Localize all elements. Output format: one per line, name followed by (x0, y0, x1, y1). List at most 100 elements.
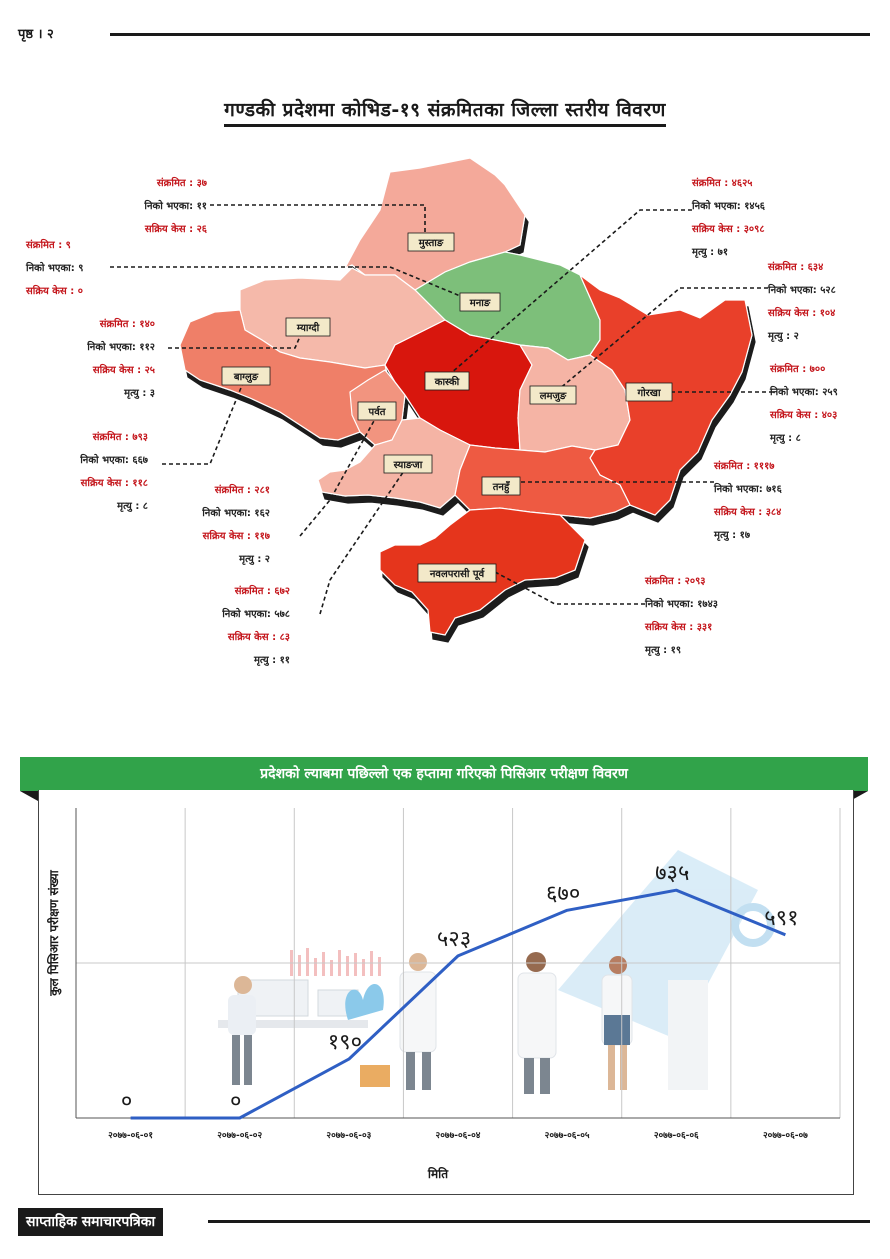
label-lamjung: लमजुङ (529, 385, 577, 405)
stat-line: मृत्यु : ७१ (692, 247, 729, 258)
illustration-person-1 (228, 976, 256, 1085)
stat-line: सक्रिय केस : ३३१ (645, 622, 713, 633)
stat-line: संक्रमित : ९ (26, 240, 71, 251)
illustration-bars (290, 948, 381, 976)
stat-line: संक्रमित : २०९३ (645, 576, 706, 587)
stat-line: निको भएका: २५९ (770, 387, 838, 398)
illustration-person-3 (517, 952, 557, 1094)
stat-line: संक्रमित : २८१ (214, 485, 270, 496)
illustration-plant (345, 983, 390, 1087)
stat-line: मृत्यु : १७ (714, 530, 751, 541)
stat-line: संक्रमित : १११७ (714, 461, 775, 472)
stat-line: निको भएका: ६६७ (80, 455, 148, 466)
series-line (130, 888, 786, 1120)
x-tick-label: २०७७-०६-०१ (108, 1131, 153, 1141)
label-text-nawalparasi: नवलपरासी पूर्व (429, 567, 485, 581)
stat-line: निको भएका: १७४३ (645, 599, 719, 610)
stat-line: निको भएका: ७१६ (714, 484, 782, 495)
x-tick-label: २०७७-०६-०७ (763, 1131, 808, 1141)
illustration-desk (218, 1020, 368, 1028)
stat-line: सक्रिय केस : २५ (92, 365, 155, 376)
leader-mustang (210, 204, 426, 240)
district-labels: मुस्ताङ मनाङ म्याग्दी बाग्लुङ पर्वत कास्… (221, 232, 673, 583)
data-label: ० (121, 1089, 132, 1114)
data-label: ६७० (546, 881, 580, 906)
x-tick-labels: २०७७-०६-०१ २०७७-०६-०२ २०७७-०६-०३ २०७७-०६-०४… (108, 1131, 808, 1141)
stat-line: निको भएका: ११ (144, 201, 207, 212)
stats-nawalparasi: संक्रमित : २०९३ निको भएका: १७४३ सक्रिय केस… (645, 570, 775, 662)
stat-line: सक्रिय केस : ८३ (227, 632, 290, 643)
stats-gorkha: संक्रमित : ७०० निको भएका: २५९ सक्रिय केस … (770, 358, 885, 450)
stat-line: संक्रमित : ६३४ (768, 262, 824, 273)
label-myagdi: म्याग्दी (285, 317, 331, 337)
label-text-myagdi: म्याग्दी (296, 321, 320, 334)
stat-line: मृत्यु : ८ (117, 501, 148, 512)
leader-kaski (442, 209, 692, 381)
stat-line: सक्रिय केस : ३८४ (714, 507, 782, 518)
stat-line: निको भएका: ५७८ (222, 609, 290, 620)
district-map: मुस्ताङ मनाङ म्याग्दी बाग्लुङ पर्वत कास्… (110, 157, 773, 636)
page-header: पृष्ठ । २ (18, 22, 870, 46)
data-label: ७३५ (655, 861, 689, 886)
stat-line: निको भएका: १४५६ (692, 201, 766, 212)
stat-line: मृत्यु : १९ (645, 645, 682, 656)
label-manang: मनाङ (459, 292, 501, 312)
page-number: पृष्ठ । २ (18, 27, 54, 42)
stat-line: संक्रमित : १४० (99, 319, 155, 330)
y-axis-label: कुल पिसिआर परीक्षण संख्या (47, 869, 62, 996)
x-tick-label: २०७७-०६-०४ (436, 1131, 481, 1141)
stat-line: निको भएका: ९ (26, 263, 84, 274)
chart-title: प्रदेशको ल्याबमा पछिल्लो एक हप्तामा गरिए… (20, 757, 868, 791)
data-label: १९० (328, 1030, 362, 1055)
label-text-manang: मनाङ (469, 298, 491, 309)
stat-line: मृत्यु : ११ (253, 655, 290, 666)
illustration-person-2 (399, 953, 437, 1090)
leader-lines (110, 204, 773, 615)
stats-lamjung: संक्रमित : ६३४ निको भएका: ५२८ सक्रिय केस :… (768, 256, 883, 348)
label-syangja: स्याङजा (383, 454, 433, 474)
footer-rule (208, 1220, 870, 1223)
label-parbat: पर्वत (357, 401, 397, 421)
x-tick-label: २०७७-०६-०६ (654, 1131, 699, 1141)
label-text-mustang: मुस्ताङ (418, 238, 444, 249)
label-text-parbat: पर्वत (368, 405, 387, 418)
banner-fold-right (850, 791, 868, 801)
stats-kaski: संक्रमित : ४६२५ निको भएका: १४५६ सक्रिय केस… (692, 172, 832, 264)
chart-grid (75, 808, 841, 1118)
label-text-kaski: कास्की (434, 375, 460, 388)
stat-line: संक्रमित : ६७२ (234, 586, 290, 597)
stat-line: मृत्यु : २ (239, 554, 270, 565)
label-text-tanahun: तनहुँ (492, 480, 511, 494)
stats-parbat: संक्रमित : २८१ निको भएका: १६२ सक्रिय केस :… (152, 479, 270, 571)
chart-frame (38, 790, 854, 1195)
map-title-wrap: गण्डकी प्रदेशमा कोभिड-१९ संक्रमितका जिल्… (0, 96, 890, 127)
data-label: ५९१ (764, 906, 798, 931)
label-kaski: कास्की (424, 371, 470, 391)
x-axis-label: मिति (427, 1167, 449, 1181)
publication-name: साप्ताहिक समाचारपत्रिका (18, 1208, 164, 1236)
stats-tanahun: संक्रमित : १११७ निको भएका: ७१६ सक्रिय केस … (714, 455, 834, 547)
stat-line: सक्रिय केस : ११७ (202, 531, 270, 542)
stat-line: निको भएका: ५२८ (768, 285, 836, 296)
illustration-cabinet (668, 980, 708, 1090)
stat-line: मृत्यु : ३ (124, 388, 155, 399)
stat-line: निको भएका: ११२ (87, 342, 155, 353)
stat-line: सक्रिय केस : २६ (144, 224, 207, 235)
stat-line: सक्रिय केस : ४०३ (770, 410, 838, 421)
stat-line: मृत्यु : २ (768, 331, 799, 342)
stat-line: सक्रिय केस : ० (26, 286, 83, 297)
stats-myagdi: संक्रमित : १४० निको भएका: ११२ सक्रिय केस :… (40, 313, 155, 405)
stats-syangja: संक्रमित : ६७२ निको भएका: ५७८ सक्रिय केस :… (172, 580, 290, 672)
data-label: ० (230, 1089, 241, 1114)
stats-baglung: संक्रमित : ७९३ निको भएका: ६६७ सक्रिय केस :… (30, 426, 148, 518)
stats-manang: संक्रमित : ९ निको भएका: ९ सक्रिय केस : ० (26, 234, 126, 303)
label-text-syangja: स्याङजा (393, 460, 423, 471)
stat-line: सक्रिय केस : ३०९८ (692, 224, 765, 235)
leader-parbat (299, 409, 381, 537)
x-tick-label: २०७७-०६-०५ (545, 1131, 590, 1141)
label-gorkha: गोरखा (625, 382, 673, 402)
stat-line: संक्रमित : ७०० (770, 364, 826, 375)
leader-nawalparasi (494, 571, 645, 605)
map-title: गण्डकी प्रदेशमा कोभिड-१९ संक्रमितका जिल्… (224, 99, 666, 127)
